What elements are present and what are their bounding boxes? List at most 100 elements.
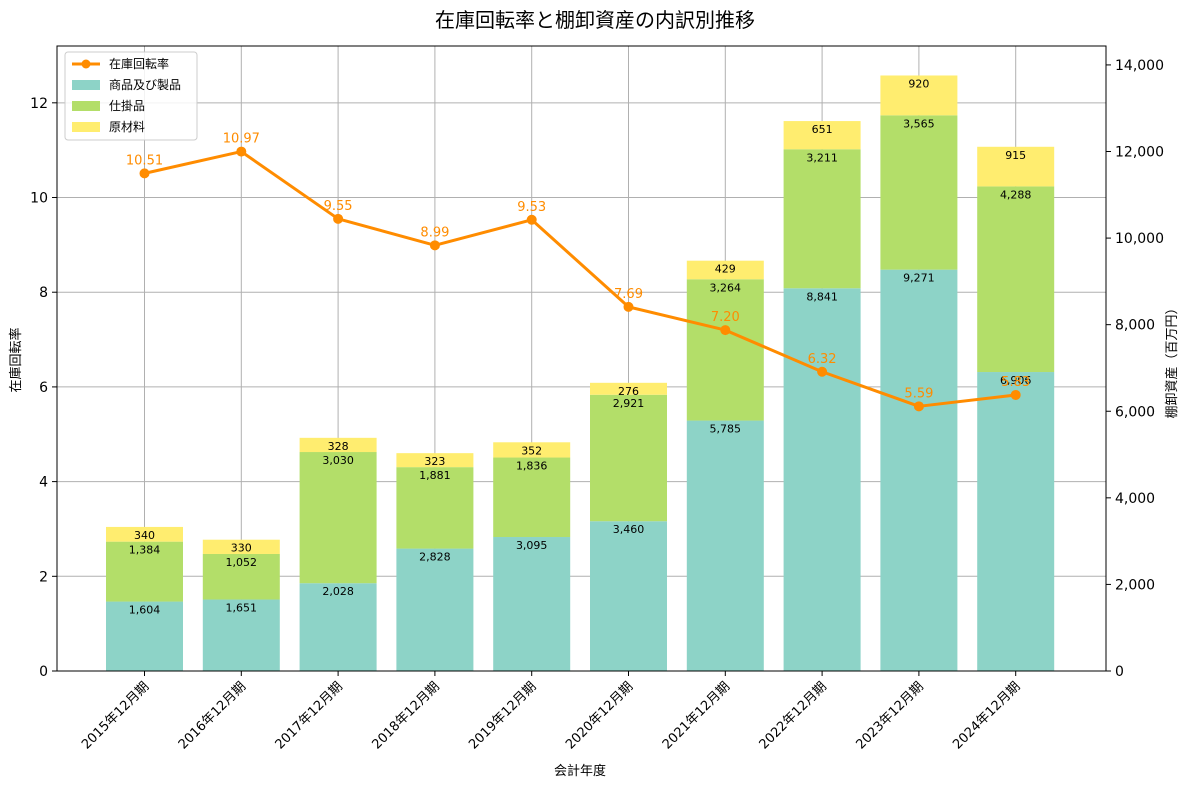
- y-left-tick-label: 6: [39, 380, 48, 396]
- bar-segment-label: 1,881: [419, 469, 451, 482]
- turnover-point: [429, 240, 440, 251]
- x-axis-label: 会計年度: [554, 763, 606, 779]
- bar-segment-label: 323: [424, 455, 445, 468]
- x-tick-label: 2019年12月期: [466, 679, 539, 752]
- x-tick-label: 2023年12月期: [853, 679, 926, 752]
- bar-segment-label: 3,030: [322, 454, 354, 467]
- plot-frame: [56, 45, 1107, 672]
- bar-segment-label: 3,211: [806, 151, 838, 164]
- bar-segment-label: 4,288: [1000, 188, 1032, 201]
- turnover-point: [236, 146, 247, 157]
- turnover-label: 9.55: [324, 199, 353, 214]
- turnover-label: 9.53: [517, 200, 546, 215]
- turnover-label: 5.83: [1001, 375, 1030, 390]
- turnover-point: [817, 366, 828, 377]
- y-right-tick-label: 8,000: [1115, 318, 1155, 334]
- turnover-point: [913, 401, 924, 412]
- bar-segment-label: 2,828: [419, 551, 451, 564]
- bar-segment: [202, 553, 280, 600]
- bar-segment: [106, 541, 183, 602]
- legend-box: [64, 51, 198, 141]
- legend-marker: [81, 59, 91, 69]
- bar-segment-label: 8,841: [806, 290, 838, 303]
- legend-swatch: [72, 122, 100, 132]
- y-right-tick-label: 4,000: [1115, 491, 1155, 507]
- bar-segment: [783, 121, 861, 150]
- y-right-tick-label: 2,000: [1115, 577, 1155, 593]
- bar-segment: [880, 269, 958, 671]
- bar-segment-label: 9,271: [903, 272, 935, 285]
- bar-segment: [686, 260, 764, 280]
- y-left-tick-label: 4: [39, 475, 48, 491]
- bar-segment-label: 1,836: [516, 460, 548, 473]
- bar-segment: [396, 453, 474, 468]
- y-left-tick-label: 10: [30, 191, 48, 207]
- bar-segment: [880, 115, 958, 270]
- bar-segment-label: 330: [231, 542, 252, 555]
- bar-segment: [106, 526, 183, 542]
- bar-segment: [106, 601, 183, 671]
- turnover-label: 10.51: [126, 153, 163, 168]
- turnover-label: 5.59: [904, 386, 933, 401]
- x-tick-label: 2021年12月期: [660, 679, 733, 752]
- bar-segment-label: 276: [618, 385, 639, 398]
- bar-segment-label: 429: [715, 263, 736, 276]
- bar-segment: [783, 288, 861, 671]
- legend-swatch: [72, 101, 100, 111]
- x-tick-label: 2020年12月期: [563, 679, 636, 752]
- x-tick-label: 2022年12月期: [757, 679, 830, 752]
- bar-segment: [493, 442, 571, 458]
- turnover-point: [1010, 389, 1021, 400]
- bar-segment-label: 352: [521, 444, 542, 457]
- legend-label: 商品及び製品: [109, 77, 181, 92]
- bar-segment: [783, 149, 861, 289]
- y-axis-right-label: 棚卸資産（百万円）: [1164, 301, 1180, 418]
- bar-segment: [686, 420, 764, 671]
- x-tick-label: 2016年12月期: [176, 679, 249, 752]
- bar-segment-label: 328: [328, 440, 349, 453]
- bar-segment-label: 3,095: [516, 539, 548, 552]
- x-tick-label: 2017年12月期: [273, 679, 346, 752]
- bar-segment: [590, 521, 667, 671]
- bar-segment-label: 2,028: [322, 585, 354, 598]
- bar-segment-label: 1,052: [226, 556, 258, 569]
- bar-segment-label: 2,921: [613, 397, 645, 410]
- legend-label: 仕掛品: [109, 98, 145, 113]
- bar-segment: [590, 382, 667, 395]
- bar-segment: [977, 372, 1055, 671]
- bar-segment: [493, 537, 571, 671]
- bar-segment-label: 5,785: [710, 423, 742, 436]
- bar-segment-label: 6,906: [1000, 374, 1032, 387]
- y-left-tick-label: 2: [39, 569, 48, 585]
- turnover-point: [139, 168, 150, 179]
- bar-segment: [493, 457, 571, 538]
- bar-segment: [202, 539, 280, 554]
- bar-segment: [396, 548, 474, 671]
- bar-segment-label: 1,384: [129, 544, 161, 557]
- x-tick-label: 2018年12月期: [369, 679, 442, 752]
- turnover-label: 7.20: [711, 310, 740, 325]
- turnover-point: [333, 213, 344, 224]
- turnover-line: [144, 150, 1016, 408]
- legend-label: 在庫回転率: [109, 56, 169, 71]
- bar-segment: [299, 583, 377, 671]
- x-tick-label: 2015年12月期: [79, 679, 152, 752]
- turnover-point: [720, 325, 731, 336]
- turnover-label: 8.99: [420, 225, 449, 240]
- y-right-tick-label: 0: [1115, 664, 1124, 680]
- bar-segment: [977, 146, 1055, 187]
- bar-segment-label: 3,460: [613, 523, 645, 536]
- chart-title: 在庫回転率と棚卸資産の内訳別推移: [435, 8, 755, 32]
- x-tick-label: 2024年12月期: [950, 679, 1023, 752]
- bar-segment-label: 340: [134, 529, 155, 542]
- y-right-tick-label: 12,000: [1115, 145, 1164, 161]
- bar-segment: [299, 452, 377, 584]
- bar-segment: [590, 394, 667, 522]
- turnover-label: 6.32: [808, 352, 837, 367]
- bar-segment-label: 1,604: [129, 604, 161, 617]
- bar-segment: [299, 437, 377, 453]
- y-right-tick-label: 6,000: [1115, 404, 1155, 420]
